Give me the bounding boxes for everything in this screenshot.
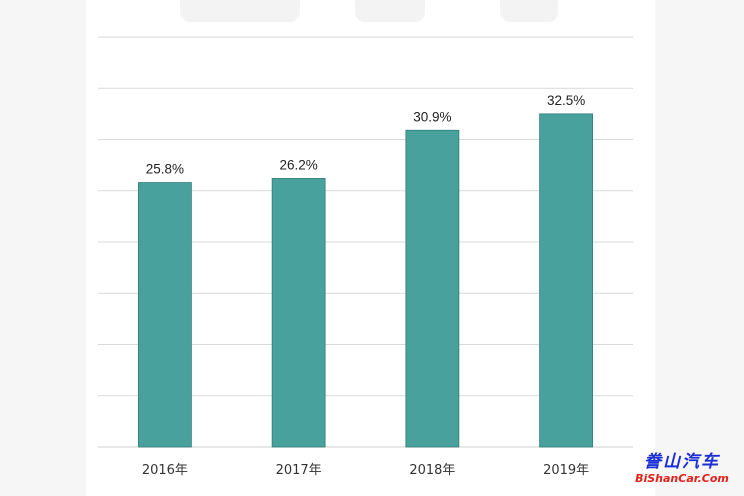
x-tick-label: 2017年	[276, 463, 322, 478]
left-margin-band	[0, 0, 86, 496]
right-margin-band	[655, 0, 744, 496]
data-label: 32.5%	[547, 93, 585, 108]
bars	[137, 113, 594, 448]
x-tick-label: 2018年	[409, 463, 455, 478]
bar-2017年	[271, 178, 326, 448]
bar-2016年	[137, 182, 192, 448]
bar-2019年	[539, 113, 594, 448]
data-labels: 25.8% 26.2% 30.9% 32.5%	[146, 93, 586, 177]
blurred-title-block	[500, 0, 558, 22]
watermark-logo: 誊山汽车 BiShanCar.Com	[626, 452, 738, 492]
data-label: 25.8%	[146, 162, 184, 177]
x-tick-label: 2019年	[543, 463, 589, 478]
blurred-title-block	[355, 0, 425, 22]
blurred-title-block	[180, 0, 300, 22]
x-tick-label: 2016年	[142, 463, 188, 478]
data-label: 26.2%	[279, 157, 317, 172]
data-label: 30.9%	[413, 109, 451, 124]
watermark-logo-text: 誊山汽车	[644, 452, 720, 472]
bar-2018年	[405, 129, 460, 448]
x-axis-ticks: 2016年 2017年 2018年 2019年	[142, 463, 589, 478]
watermark-url: BiShanCar.Com	[635, 472, 729, 485]
